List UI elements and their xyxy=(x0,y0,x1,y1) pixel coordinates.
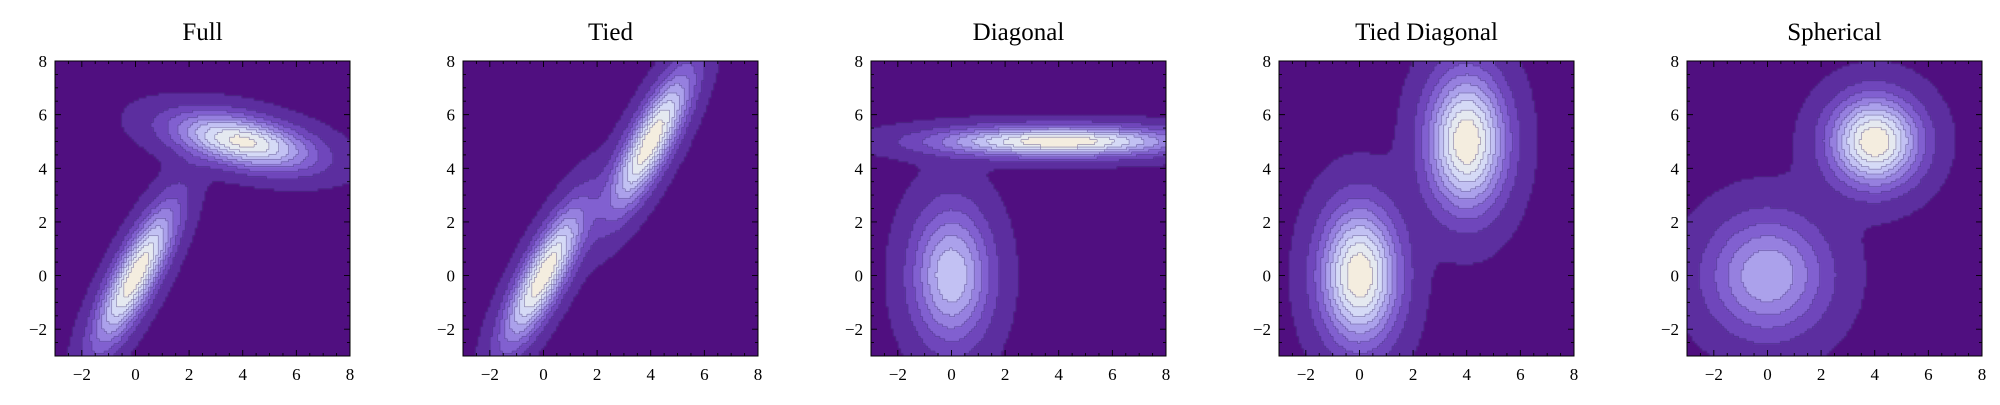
x-tick-label: 2 xyxy=(1001,365,1010,384)
x-tick-label: −2 xyxy=(481,365,499,384)
x-tick-label: −2 xyxy=(889,365,907,384)
x-tick-label: 4 xyxy=(238,365,247,384)
y-tick-label: 6 xyxy=(1671,106,1680,125)
y-tick-label: 6 xyxy=(447,106,456,125)
x-tick-label: 8 xyxy=(1162,365,1171,384)
subplot-1: Full −2 0 2 4 6 8 −2 0 2 4 6 8 xyxy=(29,19,354,384)
subplot-title: Full xyxy=(182,19,222,46)
x-tick-label: 8 xyxy=(346,365,355,384)
x-tick-label: 4 xyxy=(646,365,655,384)
x-tick-label: 2 xyxy=(593,365,602,384)
y-tick-label: 4 xyxy=(39,159,48,178)
y-tick-label: 8 xyxy=(447,52,456,71)
x-tick-label: 6 xyxy=(700,365,709,384)
contour-lines xyxy=(66,92,350,356)
subplot-2: Tied −2 0 2 4 6 8 −2 0 2 4 6 8 xyxy=(437,19,762,384)
x-tick-label: 8 xyxy=(754,365,763,384)
y-tick-label: 6 xyxy=(855,106,864,125)
x-tick-label: 6 xyxy=(1108,365,1117,384)
y-tick-label: 6 xyxy=(39,106,48,125)
contour-lines xyxy=(871,114,1166,356)
x-tick-label: −2 xyxy=(1705,365,1723,384)
x-tick-label: 8 xyxy=(1570,365,1579,384)
subplot-title: Diagonal xyxy=(973,19,1065,46)
x-tick-label: 2 xyxy=(185,365,194,384)
y-tick-label: 2 xyxy=(1263,213,1272,232)
y-tick-label: 0 xyxy=(855,267,864,286)
axis-ticks xyxy=(462,60,759,357)
x-tick-label: 4 xyxy=(1870,365,1879,384)
y-tick-label: 0 xyxy=(1263,267,1272,286)
x-tick-label: 0 xyxy=(131,365,140,384)
axis-ticks xyxy=(1278,60,1575,357)
y-tick-label: 8 xyxy=(39,52,48,71)
y-tick-label: 8 xyxy=(855,52,864,71)
axis-ticks xyxy=(1686,60,1983,357)
x-tick-label: 0 xyxy=(1355,365,1364,384)
y-tick-label: 2 xyxy=(39,213,48,232)
subplot-3: Diagonal −2 0 2 4 6 8 −2 0 2 4 6 8 xyxy=(845,19,1170,384)
y-tick-label: 4 xyxy=(447,159,456,178)
subplot-title: Tied Diagonal xyxy=(1355,19,1498,46)
x-tick-label: −2 xyxy=(1297,365,1315,384)
axis-ticks xyxy=(54,60,351,357)
y-tick-label: 0 xyxy=(39,267,48,286)
subplot-title: Spherical xyxy=(1787,19,1881,46)
y-tick-label: 4 xyxy=(1263,159,1272,178)
x-tick-label: 6 xyxy=(1516,365,1525,384)
y-tick-label: 2 xyxy=(855,213,864,232)
x-tick-label: 0 xyxy=(947,365,956,384)
x-tick-label: 2 xyxy=(1409,365,1418,384)
y-tick-label: 2 xyxy=(447,213,456,232)
y-tick-label: 8 xyxy=(1671,52,1680,71)
y-tick-label: −2 xyxy=(845,320,863,339)
x-tick-label: 4 xyxy=(1054,365,1063,384)
x-tick-label: 2 xyxy=(1817,365,1826,384)
y-tick-label: −2 xyxy=(29,320,47,339)
x-tick-label: 8 xyxy=(1978,365,1987,384)
y-tick-label: −2 xyxy=(1661,320,1679,339)
contour-lines xyxy=(1687,61,1956,356)
x-tick-label: 0 xyxy=(539,365,548,384)
x-tick-label: 4 xyxy=(1462,365,1471,384)
y-tick-label: 4 xyxy=(1671,159,1680,178)
y-tick-label: 4 xyxy=(855,159,864,178)
axis-ticks xyxy=(870,60,1167,357)
y-tick-label: −2 xyxy=(1253,320,1271,339)
y-tick-label: 0 xyxy=(1671,267,1680,286)
x-tick-label: 0 xyxy=(1763,365,1772,384)
contour-lines xyxy=(1288,61,1538,356)
x-tick-label: 6 xyxy=(292,365,301,384)
subplot-4: Tied Diagonal −2 0 2 4 6 8 −2 0 2 4 6 8 xyxy=(1253,19,1578,384)
y-tick-label: 8 xyxy=(1263,52,1272,71)
density-contours xyxy=(871,61,1166,356)
y-tick-label: 2 xyxy=(1671,213,1680,232)
subplot-5: Spherical −2 0 2 4 6 8 −2 0 2 4 6 8 xyxy=(1661,19,1986,384)
subplot-title: Tied xyxy=(588,19,633,46)
x-tick-label: −2 xyxy=(73,365,91,384)
x-tick-label: 6 xyxy=(1924,365,1933,384)
y-tick-label: 0 xyxy=(447,267,456,286)
y-tick-label: 6 xyxy=(1263,106,1272,125)
contour-lines xyxy=(474,61,719,356)
y-tick-label: −2 xyxy=(437,320,455,339)
